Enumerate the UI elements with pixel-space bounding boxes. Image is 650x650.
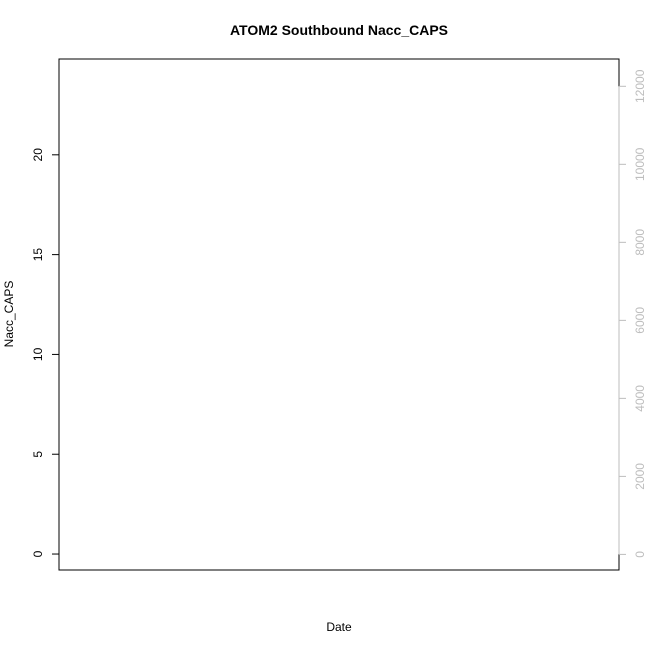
y2-tick-label: 0	[633, 551, 647, 558]
y2-tick-label: 8000	[633, 229, 647, 256]
y-tick-label: 5	[31, 451, 45, 458]
y-axis-label: Nacc_CAPS	[2, 281, 16, 348]
y-tick-label: 20	[31, 148, 45, 162]
y2-tick-label: 2000	[633, 463, 647, 490]
y2-tick-label: 10000	[633, 147, 647, 181]
y-tick-label: 0	[31, 550, 45, 557]
y2-tick-label: 4000	[633, 385, 647, 412]
plot-area	[58, 58, 620, 571]
y2-tick-label: 12000	[633, 69, 647, 103]
chart-title: ATOM2 Southbound Nacc_CAPS	[230, 22, 448, 38]
y-tick-label: 10	[31, 347, 45, 361]
x-axis-label: Date	[326, 620, 352, 634]
plot-frame	[58, 58, 620, 571]
y-tick-label: 15	[31, 248, 45, 262]
y2-tick-label: 6000	[633, 307, 647, 334]
y-axis-right: 0 2000 4000 6000 8000 10000 12000	[618, 69, 647, 558]
y-axis-left: 0 5 10 15 20	[31, 148, 60, 557]
